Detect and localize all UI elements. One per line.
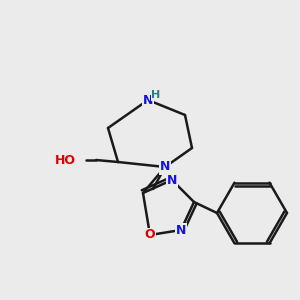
Text: O: O xyxy=(145,229,155,242)
Text: H: H xyxy=(152,90,160,100)
Text: N: N xyxy=(167,173,177,187)
Text: N: N xyxy=(176,224,186,236)
Text: N: N xyxy=(143,94,153,106)
Text: N: N xyxy=(160,160,170,173)
Text: HO: HO xyxy=(55,154,76,166)
